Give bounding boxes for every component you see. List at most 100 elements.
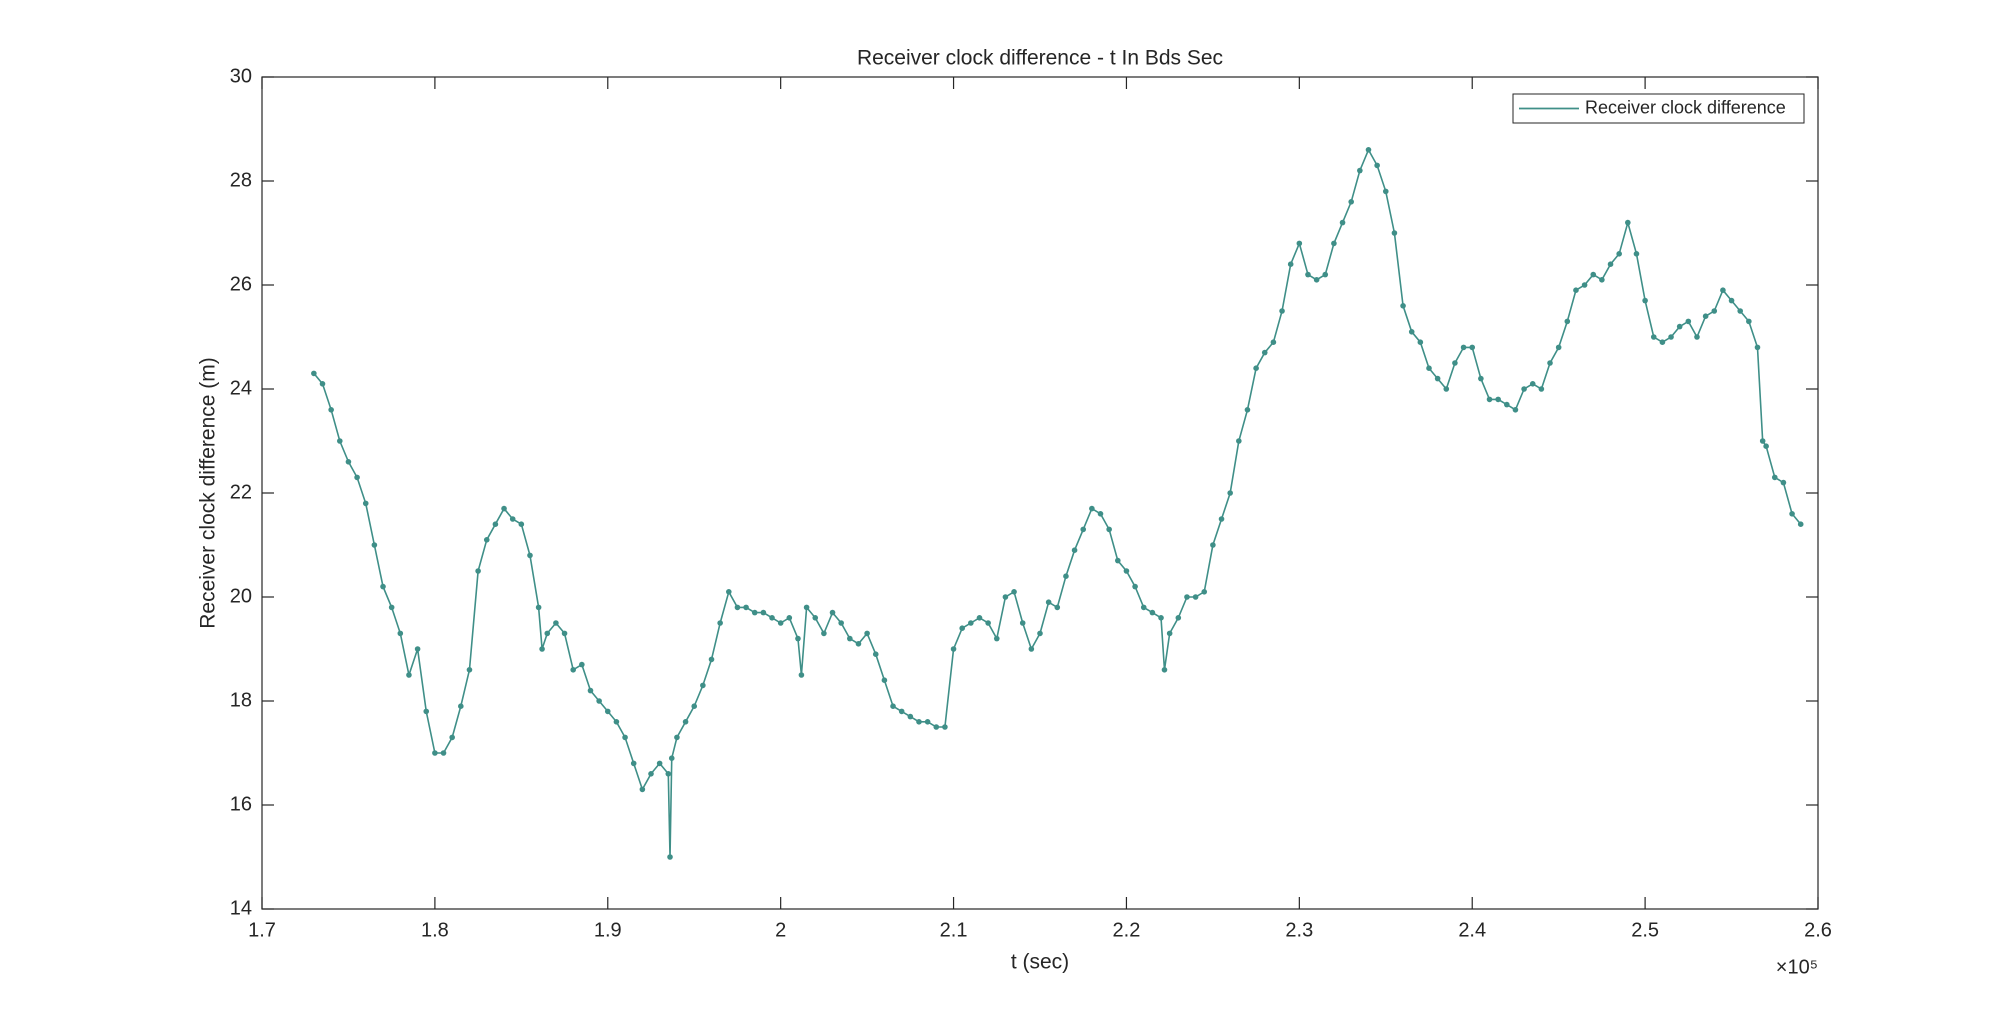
chart-title: Receiver clock difference - t In Bds Sec (857, 47, 1223, 70)
data-point (942, 724, 948, 730)
y-tick-label: 24 (230, 377, 252, 399)
data-point (864, 630, 870, 637)
data-point (492, 521, 499, 527)
data-point (1071, 547, 1078, 553)
x-tick-label: 1.9 (594, 919, 622, 941)
data-point (1244, 407, 1251, 413)
legend-label: Receiver clock difference (1585, 97, 1786, 117)
data-point (362, 500, 369, 507)
x-tick-label: 2.2 (1113, 919, 1141, 941)
data-point (1305, 271, 1311, 278)
data-point (1607, 261, 1614, 268)
data-point (968, 620, 974, 626)
data-point (786, 615, 793, 621)
data-point (1650, 334, 1657, 340)
data-point (639, 786, 646, 793)
y-tick-label: 14 (230, 897, 252, 919)
y-tick-label: 26 (230, 273, 252, 295)
data-point (1374, 162, 1380, 169)
data-point (648, 771, 654, 777)
data-point (1296, 240, 1303, 247)
y-tick-label: 18 (230, 689, 252, 711)
data-point (1339, 219, 1346, 226)
x-tick-label: 1.8 (421, 919, 449, 941)
plot-area (261, 76, 1819, 910)
data-point (1590, 271, 1597, 278)
data-point (1538, 386, 1545, 392)
data-point (1728, 297, 1735, 304)
data-point (1495, 396, 1501, 403)
data-point (1045, 599, 1052, 605)
data-point (821, 630, 827, 637)
data-point (1115, 557, 1121, 564)
x-tick-label: 2.3 (1285, 919, 1313, 941)
data-point (1011, 589, 1017, 595)
data-point (1236, 438, 1242, 444)
data-point (1676, 323, 1683, 330)
data-point (1763, 443, 1769, 450)
data-point (976, 615, 983, 621)
data-point (622, 734, 628, 741)
data-point (1564, 318, 1571, 325)
data-point (466, 667, 473, 673)
data-point (319, 381, 326, 387)
data-point (1175, 615, 1182, 621)
data-point (1711, 308, 1718, 314)
data-point (1720, 287, 1726, 294)
data-point (596, 698, 602, 704)
data-point (311, 370, 317, 377)
data-point (847, 635, 853, 642)
data-point (1080, 526, 1087, 533)
data-point (1529, 381, 1536, 387)
data-point (691, 703, 698, 709)
data-point (1547, 360, 1553, 366)
data-point (1452, 360, 1458, 366)
data-point (924, 719, 931, 725)
y-tick-label: 20 (230, 585, 252, 607)
data-point (798, 672, 805, 678)
data-point (414, 646, 421, 652)
data-point (1400, 303, 1406, 309)
data-point (535, 604, 542, 611)
data-point (1357, 167, 1363, 174)
data-point (1746, 318, 1752, 325)
data-point (1469, 344, 1476, 351)
data-point (1478, 375, 1484, 382)
data-point (1443, 386, 1450, 392)
data-point (734, 604, 741, 611)
data-point (388, 604, 395, 611)
data-point (667, 854, 673, 860)
data-point (656, 760, 663, 767)
data-point (604, 708, 611, 715)
data-point (898, 708, 905, 715)
data-point (1037, 630, 1043, 637)
data-point (561, 630, 568, 637)
data-point (993, 635, 1000, 642)
data-point (1089, 505, 1095, 512)
data-point (1512, 407, 1519, 413)
data-point (539, 646, 545, 652)
data-point (1054, 604, 1061, 611)
data-point (527, 552, 533, 559)
data-point (1702, 313, 1709, 320)
data-point (613, 719, 620, 725)
data-point (1694, 334, 1700, 340)
data-point (1253, 365, 1259, 372)
data-point (1365, 147, 1372, 153)
x-tick-label: 2.6 (1804, 919, 1832, 941)
data-point (1166, 630, 1173, 637)
data-point (1331, 240, 1337, 247)
data-point (743, 604, 749, 611)
data-point (916, 719, 922, 725)
x-tick-label: 1.7 (248, 919, 276, 941)
data-point (1313, 277, 1320, 283)
data-point (907, 713, 914, 720)
data-point (1408, 329, 1415, 335)
data-point (1382, 188, 1389, 195)
data-point (1019, 620, 1026, 626)
data-point (1391, 230, 1398, 236)
data-point (406, 672, 412, 678)
data-point (1426, 365, 1432, 372)
data-point (1659, 339, 1666, 346)
